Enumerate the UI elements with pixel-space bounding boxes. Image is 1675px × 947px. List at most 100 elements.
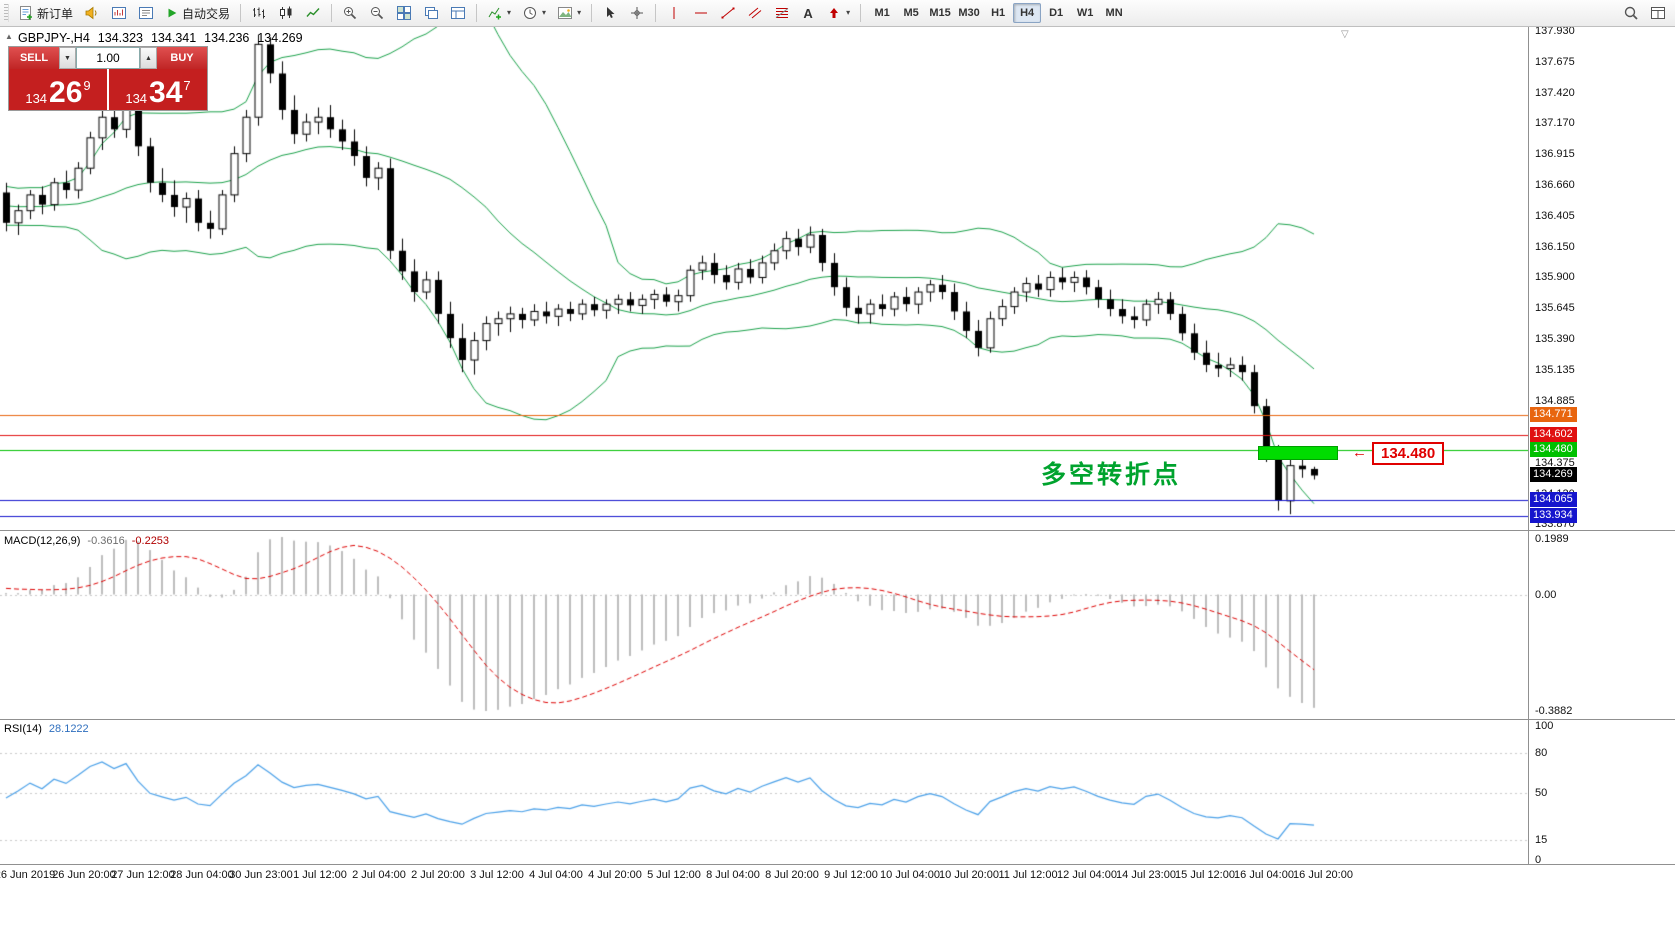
chart-window-icon [111, 5, 127, 21]
trendline-tool-button[interactable] [715, 2, 741, 24]
axis-label: 135.645 [1535, 302, 1575, 315]
new-order-button[interactable]: 新订单 [13, 2, 78, 24]
fibonacci-icon [774, 5, 790, 21]
panel-separator[interactable] [0, 530, 1675, 531]
time-axis-label: 28 Jun 04:00 [170, 869, 234, 881]
panel-separator [0, 864, 1675, 865]
dropdown-caret-icon: ▾ [542, 8, 547, 17]
timeframe-button-h4[interactable]: H4 [1013, 3, 1042, 23]
market-watch-button[interactable] [106, 2, 132, 24]
high-value: 134.341 [150, 31, 197, 45]
horn-icon [84, 5, 100, 21]
time-axis-label: 2 Jul 20:00 [411, 869, 465, 881]
timeframe-button-d1[interactable]: D1 [1049, 7, 1064, 19]
arrange-windows-button[interactable] [445, 2, 471, 24]
dropdown-caret-icon: ▾ [577, 8, 582, 17]
axis-label: 136.660 [1535, 179, 1575, 192]
toolbar-separator [591, 4, 593, 22]
time-axis-label: 10 Jul 20:00 [939, 869, 999, 881]
turning-point-label[interactable]: 多空转折点 [1041, 461, 1182, 489]
crosshair-button[interactable] [624, 2, 650, 24]
cursor-icon [602, 5, 618, 21]
line-chart-type-button[interactable] [300, 2, 326, 24]
buy-price-display[interactable]: 134 34 7 [109, 69, 207, 110]
vertical-line-icon [666, 5, 682, 21]
price-line-box: 134.269 [1530, 467, 1577, 483]
timeframe-button-m15[interactable]: M15 [929, 7, 951, 19]
buy-price-integer: 134 [125, 90, 148, 106]
sell-button[interactable]: SELL [9, 47, 59, 69]
time-axis-label: 12 Jul 04:00 [1057, 869, 1117, 881]
text-tool-label: A [803, 5, 813, 21]
panel-separator[interactable] [0, 719, 1675, 720]
turning-point-highlight-rect[interactable] [1258, 446, 1338, 460]
periods-dropdown-button[interactable]: ▾ [517, 2, 551, 24]
layout-icon [1650, 5, 1666, 21]
candlestick-chart-type-button[interactable] [273, 2, 299, 24]
cascade-windows-icon [423, 5, 439, 21]
toolbar-separator [860, 4, 862, 22]
toolbar-separator [331, 4, 333, 22]
horizontal-line-tool-button[interactable] [688, 2, 714, 24]
zoom-in-button[interactable] [337, 2, 363, 24]
volume-increase-button[interactable]: ▲ [140, 47, 157, 69]
sound-alert-button[interactable] [79, 2, 105, 24]
price-tag-label[interactable]: 134.480 [1372, 442, 1445, 465]
timeframe-button-m5[interactable]: M5 [903, 7, 919, 19]
vertical-line-tool-button[interactable] [661, 2, 687, 24]
time-axis-label: 16 Jul 04:00 [1234, 869, 1294, 881]
time-axis-label: 4 Jul 04:00 [529, 869, 583, 881]
axis-label: 50 [1535, 787, 1548, 799]
templates-dropdown-button[interactable]: ▾ [552, 2, 586, 24]
rsi-label: RSI(14) 28.1222 [4, 723, 89, 735]
timeframe-button-m30[interactable]: M30 [958, 7, 980, 19]
autotrading-button[interactable]: 自动交易 [160, 2, 235, 24]
volume-input[interactable] [76, 47, 140, 69]
rsi-indicator-chart[interactable] [0, 720, 1528, 864]
one-click-collapse-icon[interactable]: ▲ [5, 32, 13, 41]
buy-button[interactable]: BUY [157, 47, 207, 69]
fibonacci-tool-button[interactable] [769, 2, 795, 24]
axis-label: 0 [1535, 854, 1542, 866]
zoom-out-button[interactable] [364, 2, 390, 24]
buy-price-pips: 34 [149, 76, 183, 110]
time-axis-label: 5 Jul 12:00 [647, 869, 701, 881]
search-button[interactable] [1618, 2, 1644, 24]
timeframe-button-w1[interactable]: W1 [1076, 7, 1094, 19]
time-axis-label: 14 Jul 23:00 [1116, 869, 1176, 881]
navigator-button[interactable] [133, 2, 159, 24]
text-tool-button[interactable]: A [796, 2, 820, 24]
cascade-windows-button[interactable] [418, 2, 444, 24]
time-axis-label: 11 Jul 12:00 [998, 869, 1058, 881]
timeframe-button-h1[interactable]: H1 [991, 7, 1006, 19]
cursor-button[interactable] [597, 2, 623, 24]
open-value: 134.323 [97, 31, 143, 45]
axis-label: 136.150 [1535, 241, 1575, 254]
macd-indicator-chart[interactable] [0, 531, 1528, 719]
axis-label: 80 [1535, 746, 1548, 759]
time-axis-label: 8 Jul 04:00 [706, 869, 760, 881]
rsi-value: 28.1222 [48, 723, 89, 735]
tile-windows-button[interactable] [391, 2, 417, 24]
channel-tool-button[interactable] [742, 2, 768, 24]
timeframe-button-mn[interactable]: MN [1105, 7, 1123, 19]
rsi-name: RSI(14) [4, 723, 42, 735]
price-axis[interactable]: 137.930 137.675 137.420 137.170 136.915 136.6… [1529, 25, 1675, 866]
time-axis-label: 15 Jul 12:00 [1175, 869, 1235, 881]
one-click-trading-panel: SELL ▼ ▲ BUY 134 26 9 134 34 7 [8, 46, 208, 111]
bar-chart-type-button[interactable] [246, 2, 272, 24]
time-axis[interactable]: 26 Jun 2019 26 Jun 20:00 27 Jun 12:00 28 Ju… [0, 865, 1528, 889]
chart-shift-marker-icon[interactable]: ▽ [1341, 29, 1349, 40]
sell-price-display[interactable]: 134 26 9 [9, 69, 107, 110]
volume-decrease-button[interactable]: ▼ [59, 47, 76, 69]
axis-label: 0.00 [1535, 588, 1557, 601]
indicators-dropdown-button[interactable]: ▾ [482, 2, 516, 24]
arrows-dropdown-button[interactable]: ▾ [821, 2, 855, 24]
axis-label: 137.170 [1535, 117, 1575, 130]
timeframe-button-m1[interactable]: M1 [874, 7, 890, 19]
axis-label: 15 [1535, 833, 1548, 846]
axis-label: 137.930 [1535, 25, 1575, 38]
time-axis-label: 4 Jul 20:00 [588, 869, 642, 881]
time-axis-label: 16 Jul 20:00 [1293, 869, 1353, 881]
layout-button[interactable] [1645, 2, 1671, 24]
